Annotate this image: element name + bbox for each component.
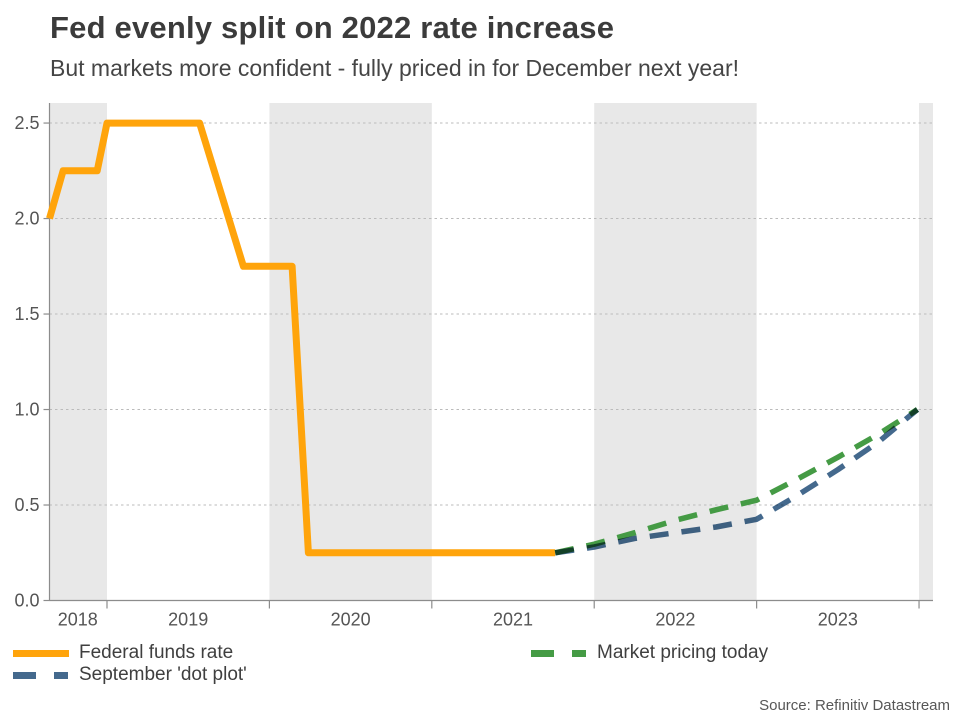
legend-item-september-dot-plot: September 'dot plot' xyxy=(12,664,247,686)
series-september-dot-plot xyxy=(554,407,920,556)
x-tick-label: 2021 xyxy=(493,610,533,630)
september-dot-plot-swatch-icon xyxy=(13,671,69,679)
y-tick-label: 2.0 xyxy=(14,209,39,229)
legend-item-market-pricing-today: Market pricing today xyxy=(530,642,768,664)
federal-funds-rate-swatch-icon xyxy=(13,649,69,657)
y-tick-label: 2.5 xyxy=(14,113,39,133)
series-market-pricing-today xyxy=(554,407,919,556)
x-tick-label: 2020 xyxy=(331,610,371,630)
rates-line-chart: 0.0 0.5 1.0 1.5 2.0 2.5 2018 2019 2020 2021 2022 20… xyxy=(14,103,933,630)
x-tick-label: 2019 xyxy=(168,610,208,630)
x-tick-label: 2022 xyxy=(655,610,695,630)
chart-title: Fed evenly split on 2022 rate increase xyxy=(50,10,615,45)
legend-item-federal-funds-rate: Federal funds rate xyxy=(12,642,233,664)
chart-subtitle: But markets more confident - fully price… xyxy=(50,55,740,81)
x-tick-label: 2023 xyxy=(818,610,858,630)
market-pricing-today-swatch-icon xyxy=(531,649,587,657)
legend-label-federal-funds-rate: Federal funds rate xyxy=(79,642,234,663)
legend-label-market-pricing-today: Market pricing today xyxy=(597,642,769,663)
y-tick-label: 0.5 xyxy=(14,495,39,515)
source-note: Source: Refinitiv Datastream xyxy=(759,697,950,714)
x-tick-label: 2018 xyxy=(58,610,98,630)
shaded-year-band xyxy=(919,103,933,601)
y-tick-label: 1.0 xyxy=(14,400,39,420)
y-tick-label: 0.0 xyxy=(14,591,39,611)
y-tick-label: 1.5 xyxy=(14,304,39,324)
legend-label-september-dot-plot: September 'dot plot' xyxy=(79,664,247,685)
shaded-year-band xyxy=(594,103,757,601)
series-federal-funds-rate xyxy=(46,119,556,557)
